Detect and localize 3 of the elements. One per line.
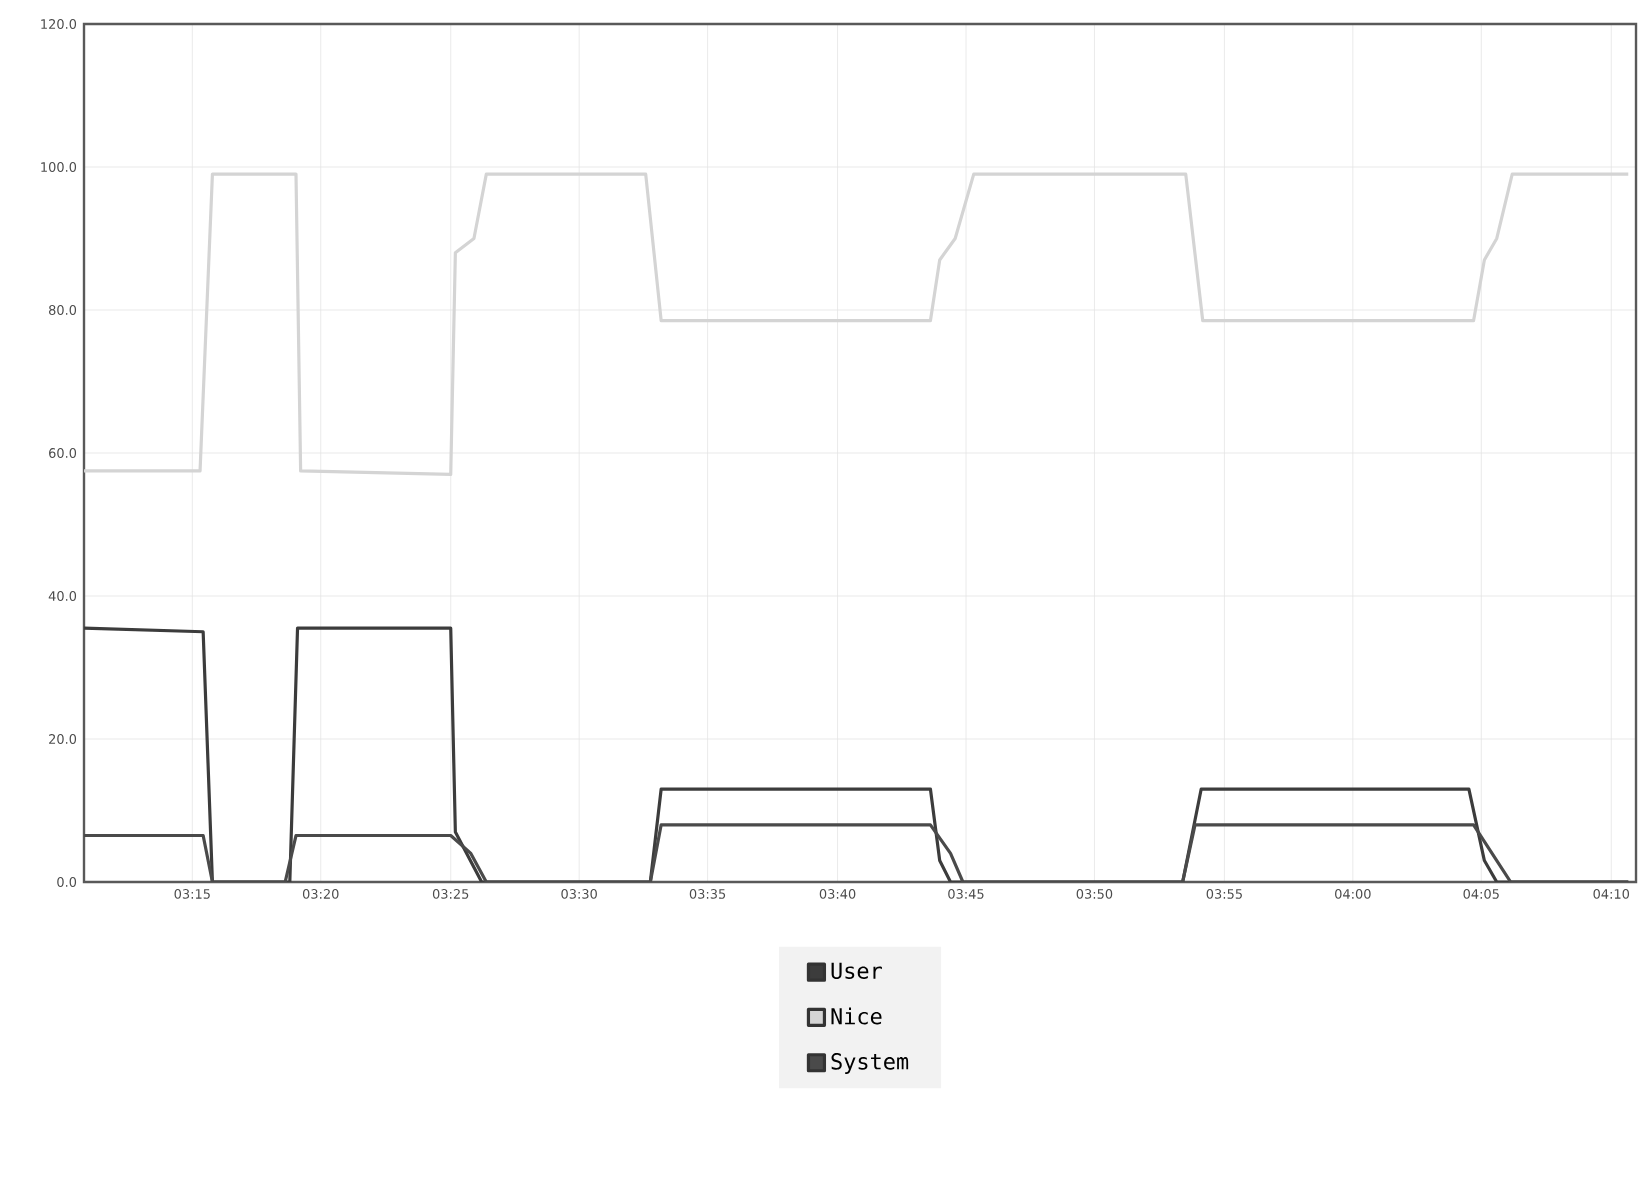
legend-label: User	[831, 962, 882, 979]
legend-label: System	[831, 1053, 909, 1074]
legend-label: Nice	[831, 1007, 882, 1025]
